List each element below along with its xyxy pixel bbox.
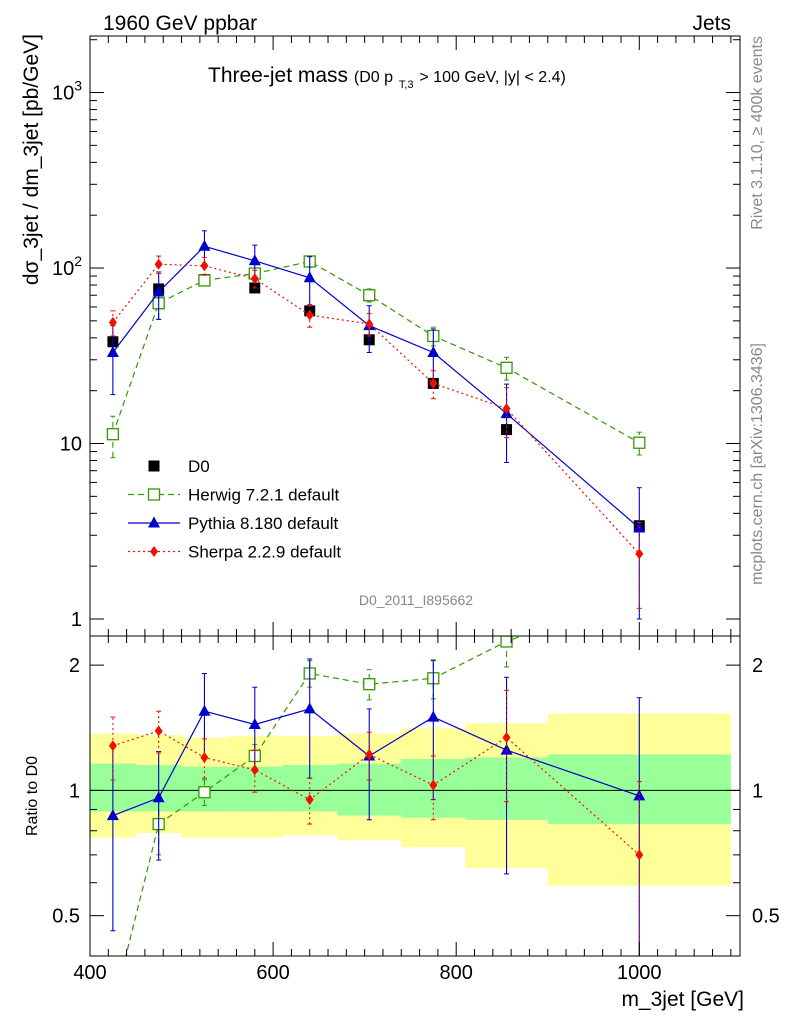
ratio-pythia-8-180-default-point (303, 702, 316, 714)
header-energy: 1960 GeV ppbar (103, 12, 257, 35)
ratio-pythia-8-180-default-point (500, 743, 513, 755)
main-sherpa-2-2-9-default-point (108, 316, 117, 328)
chart-subtitle-sub: T,3 (399, 79, 414, 91)
main-ytick-label: 1 (71, 609, 82, 631)
ratio-sherpa-2-2-9-default-point (305, 794, 314, 806)
ratio-sherpa-2-2-9-default-point (365, 748, 374, 760)
main-sherpa-2-2-9-default-point (200, 260, 209, 272)
main-pythia-8-180-default-point (303, 271, 316, 283)
main-ytick-label-base: 10 (52, 258, 74, 280)
ratio-frame (89, 635, 741, 957)
xtick-label: 1000 (617, 962, 662, 984)
main-pythia-8-180-default-point (198, 239, 211, 251)
main-ytick-label-base: 10 (52, 83, 74, 105)
ratio-pythia-8-180-default-point (152, 791, 165, 803)
main-herwig-7-2-1-default-point (500, 361, 513, 374)
main-herwig-7-2-1-default-point (198, 274, 211, 287)
main-sherpa-2-2-9-default-point (429, 377, 438, 389)
main-sherpa-2-2-9-default-point (502, 403, 511, 415)
ratio-ytick-label-right: 0.5 (752, 906, 780, 928)
legend-herwig-7-2-1-default-marker (147, 488, 161, 501)
ratio-sherpa-2-2-9-default-point (502, 732, 511, 744)
ratio-axes: 0.5 0.5 1 1 2 2 400 600 800 1000 (52, 635, 780, 984)
ratio-pythia-8-180-default-point (106, 809, 119, 821)
ratio-ytick-label-right: 1 (752, 780, 763, 802)
chart-title: Three-jet mass (D0 p T,3 > 100 GeV, |y| … (208, 64, 566, 93)
main-ytick-label-exponent: 2 (74, 253, 82, 269)
ratio-pythia-8-180-default-point (427, 710, 440, 722)
main-sherpa-2-2-9-default-line (112, 263, 640, 555)
main-ytick-label: 10 (60, 434, 82, 456)
xtick-label: 800 (440, 962, 473, 984)
main-sherpa-2-2-9-default-point (305, 309, 314, 321)
ratio-sherpa-2-2-9-default-point (635, 849, 644, 861)
legend-pythia-8-180-default-label: Pythia 8.180 default (188, 514, 339, 533)
main-ytick-label: 102 (52, 253, 82, 280)
main-sherpa-2-2-9-default-point (154, 258, 163, 270)
ratio-plot-area (106, 636, 646, 1013)
ratio-sherpa-2-2-9-default-point (154, 725, 163, 737)
ratio-pythia-8-180-default-point (198, 704, 211, 716)
main-sherpa-2-2-9-default-point (365, 318, 374, 330)
side-note-mcplots: mcplots.cern.ch [arXiv:1306.3436] (749, 343, 766, 585)
main-herwig-7-2-1-default-point (106, 428, 120, 441)
legend-d0-marker (148, 460, 160, 472)
ratio-herwig-7-2-1-default-line (125, 636, 524, 956)
header-process: Jets (692, 12, 731, 35)
legend-pythia-8-180-default-marker (148, 516, 160, 528)
main-pythia-8-180-default-point (152, 285, 165, 297)
xtick-label: 600 (256, 962, 289, 984)
main-ytick-label: 103 (52, 78, 82, 105)
ratio-ytick-label-left: 2 (69, 655, 80, 677)
ratio-pythia-8-180-default-point (248, 718, 261, 730)
ratio-herwig-7-2-1-default-point (500, 636, 513, 648)
xtick-label: 400 (73, 962, 106, 984)
main-pythia-8-180-default-point (106, 346, 119, 358)
main-herwig-7-2-1-default-point (363, 289, 376, 302)
legend: D0 Herwig 7.2.1 default Pythia 8.180 defau… (128, 457, 341, 562)
chart-title-main: Three-jet mass (208, 64, 348, 87)
ratio-ytick-label-left: 0.5 (52, 906, 80, 928)
analysis-watermark: D0_2011_I895662 (359, 592, 473, 608)
main-sherpa-2-2-9-default-point (250, 273, 259, 285)
ratio-ylabel: Ratio to D0 (24, 756, 41, 836)
main-sherpa-2-2-9-default-point (635, 548, 644, 560)
main-ylabel: dσ_3jet / dm_3jet [pb/GeV] (20, 34, 43, 285)
ratio-ytick-label-right: 2 (752, 655, 763, 677)
legend-d0-label: D0 (188, 457, 210, 476)
ratio-herwig-7-2-1-default-point (107, 1002, 118, 1013)
main-pythia-8-180-default-point (427, 346, 440, 358)
ratio-sherpa-2-2-9-default-point (108, 740, 117, 752)
main-plot-area (106, 230, 646, 620)
ratio-sherpa-2-2-9-default-point (200, 751, 209, 763)
chart-subtitle-suffix: > 100 GeV, |y| < 2.4) (419, 69, 565, 86)
main-herwig-7-2-1-default-line (112, 260, 640, 444)
legend-sherpa-2-2-9-default-label: Sherpa 2.2.9 default (188, 543, 341, 562)
main-herwig-7-2-1-default-point (633, 436, 646, 449)
legend-herwig-7-2-1-default-label: Herwig 7.2.1 default (188, 486, 339, 505)
chart-subtitle-prefix: (D0 p (354, 69, 393, 86)
legend-sherpa-2-2-9-default-marker (150, 546, 158, 557)
ratio-sherpa-2-2-9-default-point (250, 764, 259, 776)
x-axis-label: m_3jet [GeV] (621, 988, 744, 1011)
main-ytick-label-exponent: 3 (74, 78, 82, 94)
ratio-herwig-7-2-1-default-point (363, 678, 376, 691)
side-note-rivet: Rivet 3.1.10, ≥ 400k events (749, 36, 766, 230)
main-pythia-8-180-default-point (248, 254, 261, 266)
ratio-herwig-7-2-1-default-point (198, 786, 211, 799)
ratio-ytick-label-left: 1 (69, 780, 80, 802)
ratio-sherpa-2-2-9-default-point (429, 779, 438, 791)
